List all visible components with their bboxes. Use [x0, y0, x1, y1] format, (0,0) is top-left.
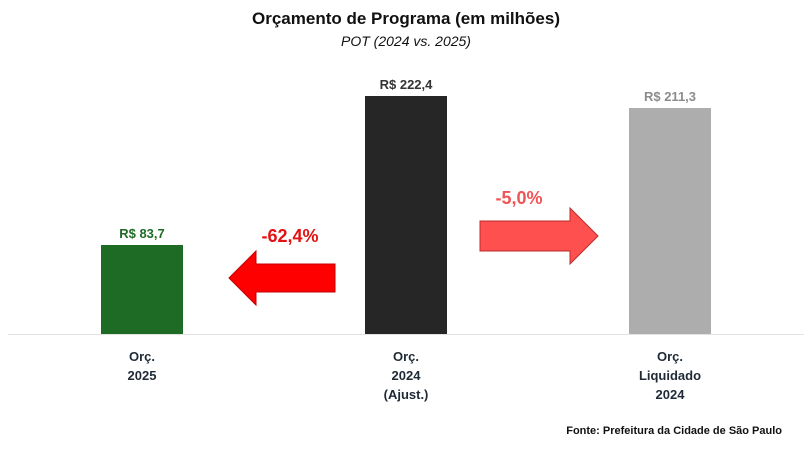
chart-title: Orçamento de Programa (em milhões) [252, 9, 560, 28]
category-line: 2024 [655, 387, 685, 402]
category-line: Orç. [392, 349, 419, 364]
category-line: Liquidado [638, 368, 702, 383]
category-label-orc-liquidado-2024: Orç. Liquidado 2024 [590, 347, 750, 404]
category-line: Orç. [656, 349, 683, 364]
category-line: 2025 [127, 368, 157, 383]
change-label-2025-vs-2024: -62,4% [261, 226, 319, 246]
category-line: Orç. [128, 349, 155, 364]
change-label-liquidado-vs-2024: -5,0% [495, 188, 543, 208]
value-label-orc-liquidado-2024: R$ 211,3 [643, 89, 697, 104]
bar-orc-2024-ajust [365, 96, 447, 334]
category-line: 2024 [391, 368, 421, 383]
category-line: (Ajust.) [383, 387, 429, 402]
bar-orc-2025 [101, 245, 183, 334]
x-axis-line [8, 334, 804, 335]
category-label-orc-2025: Orç. 2025 [62, 347, 222, 385]
source-note: Fonte: Prefeitura da Cidade de São Paulo [566, 425, 782, 437]
chart-subtitle: POT (2024 vs. 2025) [341, 33, 471, 49]
value-label-orc-2025: R$ 83,7 [119, 226, 165, 241]
category-label-orc-2024-ajust: Orç. 2024 (Ajust.) [326, 347, 486, 404]
bar-orc-liquidado-2024 [629, 108, 711, 334]
value-label-orc-2024-ajust: R$ 222,4 [379, 77, 433, 92]
right-arrow-icon [479, 207, 599, 265]
left-arrow-icon [228, 250, 336, 306]
